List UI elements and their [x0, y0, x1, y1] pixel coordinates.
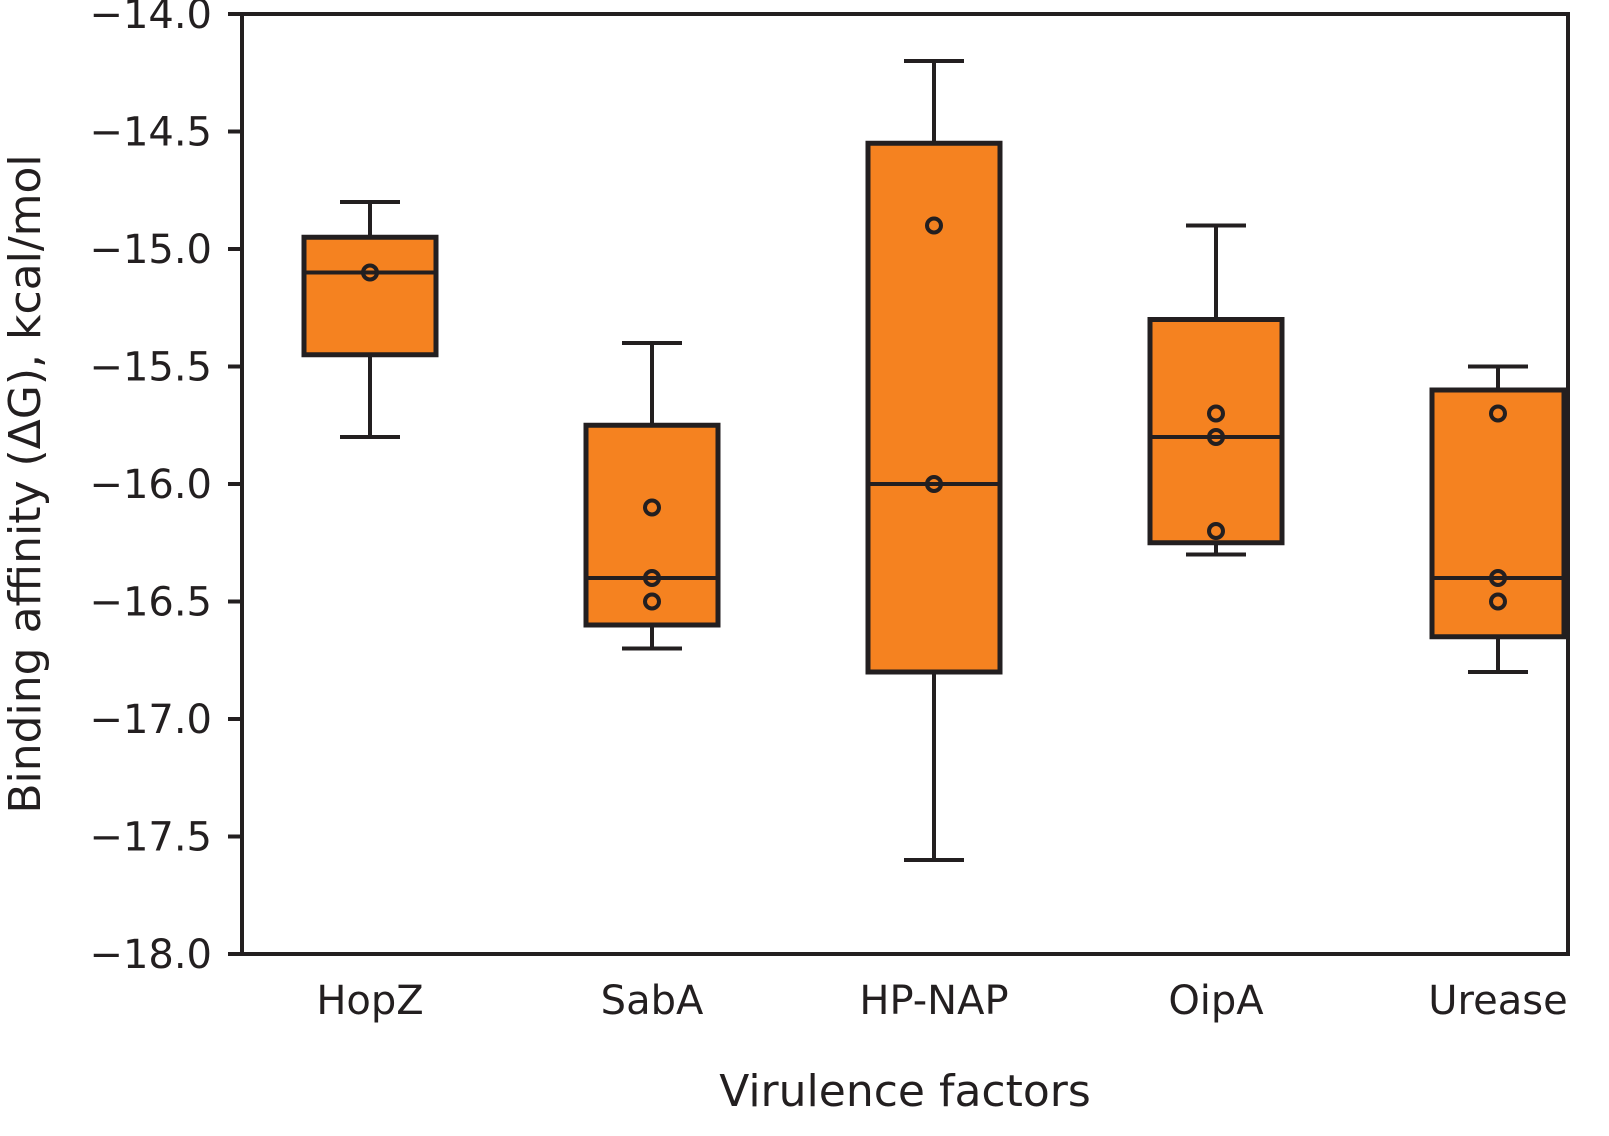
x-axis: HopZ SabA HP-NAP OipA Urease	[316, 978, 1567, 1024]
data-point	[925, 216, 943, 235]
data-point	[1489, 404, 1507, 423]
data-point	[1207, 428, 1225, 446]
x-tick-label: HopZ	[316, 978, 423, 1024]
y-tick-label: −14.5	[89, 110, 212, 156]
x-tick-label: Urease	[1428, 978, 1567, 1024]
box-saba	[583, 341, 721, 651]
data-point	[1207, 404, 1225, 423]
data-point	[643, 569, 661, 587]
box-hp-nap	[865, 59, 1003, 862]
x-tick-label: HP-NAP	[859, 978, 1008, 1024]
y-tick-label: −16.0	[89, 462, 212, 508]
boxes-group	[301, 59, 1567, 862]
iqr-box	[865, 140, 1003, 675]
x-tick-label: SabA	[601, 978, 704, 1024]
iqr-box	[583, 422, 721, 628]
box-urease	[1429, 364, 1567, 674]
y-tick-label: −15.0	[89, 227, 212, 273]
data-point	[925, 475, 943, 493]
y-axis: −14.0 −14.5 −15.0 −15.5 −16.0 −16.5 −17.0 −17.5…	[89, 0, 242, 978]
data-point	[643, 592, 661, 611]
y-tick-label: −18.0	[89, 932, 212, 978]
data-point	[643, 498, 661, 517]
iqr-box	[1429, 387, 1567, 640]
box-hopz	[301, 200, 439, 439]
data-point	[1489, 569, 1507, 587]
y-tick-label: −17.5	[89, 815, 212, 861]
y-tick-label: −14.0	[89, 0, 212, 38]
box-oipa	[1147, 223, 1285, 557]
data-point	[1489, 592, 1507, 611]
iqr-box	[301, 234, 439, 358]
y-tick-label: −15.5	[89, 345, 212, 391]
y-tick-label: −17.0	[89, 697, 212, 743]
x-axis-title: Virulence factors	[719, 1066, 1091, 1117]
y-axis-title: Binding affinity (ΔG), kcal/mol	[0, 154, 51, 813]
x-tick-label: OipA	[1168, 978, 1264, 1024]
data-point	[1207, 522, 1225, 540]
y-tick-label: −16.5	[89, 580, 212, 626]
data-point	[361, 263, 379, 282]
